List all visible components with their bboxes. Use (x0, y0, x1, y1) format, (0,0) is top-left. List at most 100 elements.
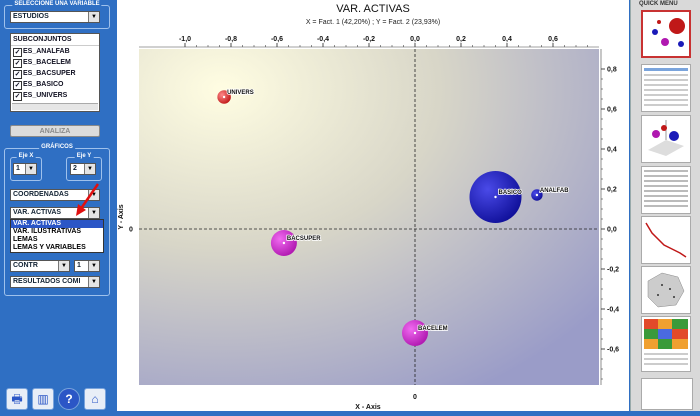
print-icon[interactable]: 🖶 (6, 388, 28, 410)
chevron-down-icon[interactable]: ▼ (25, 164, 36, 174)
thumbnail-heatmap-table[interactable] (641, 316, 691, 372)
thumbnail-report[interactable] (641, 378, 693, 410)
subsets-header: SUBCONJUNTOS (11, 34, 99, 46)
eje-x-label: Eje X (16, 153, 36, 159)
coordenadas-value: COORDENADAS (13, 191, 69, 198)
point-label-bacelem: BACELEM (418, 326, 448, 332)
chevron-down-icon[interactable]: ▼ (88, 277, 99, 287)
point-center-basico (494, 195, 497, 199)
variable-select[interactable]: ESTUDIOS ▼ (10, 11, 100, 23)
y-tick-label: -0,2 (607, 267, 619, 274)
x-axis-label: X - Axis (355, 404, 381, 411)
subset-item[interactable]: ✓ ES_BASICO (11, 79, 99, 90)
point-center-bacelem (413, 331, 417, 335)
chevron-down-icon[interactable]: ▼ (88, 190, 99, 200)
quick-menu-title: QUICK MENU (639, 1, 678, 7)
chart-title: VAR. ACTIVAS (336, 3, 410, 15)
point-label-univers: UNIVERS (227, 90, 254, 96)
chevron-down-icon[interactable]: ▼ (88, 12, 99, 22)
point-center-univers (222, 95, 226, 99)
graph-type-option[interactable]: LEMAS (13, 236, 38, 243)
subset-item[interactable]: ✓ ES_UNIVERS (11, 90, 99, 101)
x-tick-label: 0,4 (502, 36, 512, 43)
graph-type-option[interactable]: VAR. ILUSTRATIVAS (13, 228, 82, 235)
chevron-down-icon[interactable]: ▼ (58, 261, 69, 271)
thumbnail-3d-scatter[interactable] (641, 115, 691, 163)
checkbox-checked-icon[interactable]: ✓ (13, 92, 22, 101)
analiza-button[interactable]: ANALIZA (10, 125, 100, 137)
eje-x-group: Eje X (10, 153, 42, 181)
scatter-plot: VAR. ACTIVAS X = Fact. 1 (42,20%) ; Y = … (118, 3, 619, 411)
graph-type-value: VAR. ACTIVAS (13, 209, 62, 216)
contr-number-value: 1 (77, 262, 81, 269)
x-tick-label: -0,2 (363, 36, 375, 43)
subset-label: ES_BASICO (23, 81, 64, 88)
variable-group-title: SELECCIONE UNA VARIABLE (12, 1, 102, 7)
graph-type-option[interactable]: VAR. ACTIVAS (11, 220, 103, 228)
point-label-analfab: ANALFAB (540, 188, 569, 194)
quick-menu-panel: QUICK MENU (630, 0, 700, 411)
chart-area: VAR. ACTIVAS X = Fact. 1 (42,20%) ; Y = … (117, 0, 629, 411)
graph-type-option[interactable]: LEMAS Y VARIABLES (13, 244, 86, 251)
home-icon[interactable]: ⌂ (84, 388, 106, 410)
chevron-down-icon[interactable]: ▼ (84, 164, 95, 174)
checkbox-checked-icon[interactable]: ✓ (13, 81, 22, 90)
point-label-basico: BASICO (499, 190, 523, 196)
x-tick-label: -0,8 (225, 36, 237, 43)
subset-label: ES_ANALFAB (23, 48, 70, 55)
y-axis-label: Y - Axis (118, 204, 125, 229)
chevron-down-icon[interactable]: ▼ (88, 261, 99, 271)
x-tick-label: -0,4 (317, 36, 329, 43)
resultados-select[interactable]: RESULTADOS COMI ▼ (10, 276, 100, 288)
graph-type-dropdown-list[interactable]: VAR. ACTIVAS VAR. ILUSTRATIVAS LEMAS LEM… (10, 219, 104, 253)
chart-icon[interactable]: ▥ (32, 388, 54, 410)
y-tick-label: 0,2 (607, 187, 617, 194)
thumbnail-scree-plot[interactable] (641, 216, 691, 264)
x-origin-label: 0 (413, 394, 417, 401)
subset-label: ES_BACSUPER (23, 70, 76, 77)
eje-y-select[interactable]: 2 ▼ (70, 163, 96, 175)
x-tick-label: 0,0 (410, 36, 420, 43)
checkbox-checked-icon[interactable]: ✓ (13, 70, 22, 79)
contr-select[interactable]: CONTR ▼ (10, 260, 70, 272)
horizontal-scrollbar[interactable] (12, 103, 98, 110)
subset-item[interactable]: ✓ ES_BACELEM (11, 57, 99, 68)
subset-item[interactable]: ✓ ES_ANALFAB (11, 46, 99, 57)
pointer-arrow-icon (76, 183, 100, 216)
variable-select-value: ESTUDIOS (13, 13, 49, 20)
subset-label: ES_UNIVERS (23, 92, 68, 99)
coordenadas-select[interactable]: COORDENADAS ▼ (10, 189, 100, 201)
contr-value: CONTR (13, 262, 38, 269)
chevron-down-icon[interactable]: ▼ (88, 208, 99, 218)
y-tick-label: 0,8 (607, 67, 617, 74)
eje-y-group: Eje Y (66, 153, 102, 181)
resultados-value: RESULTADOS COMI (13, 278, 81, 285)
x-tick-label: -0,6 (271, 36, 283, 43)
eje-x-select[interactable]: 1 ▼ (13, 163, 37, 175)
thumbnail-data-table[interactable] (641, 64, 691, 112)
checkbox-checked-icon[interactable]: ✓ (13, 48, 22, 57)
eje-x-value: 1 (16, 165, 20, 172)
thumbnail-list-table[interactable] (641, 166, 691, 214)
graficos-group: GRÁFICOS (4, 144, 110, 296)
checkbox-checked-icon[interactable]: ✓ (13, 59, 22, 68)
y-tick-label: 0,0 (607, 227, 617, 234)
eje-y-label: Eje Y (74, 153, 94, 159)
contr-number-select[interactable]: 1 ▼ (74, 260, 100, 272)
x-tick-label: -1,0 (179, 36, 191, 43)
variable-group: SELECCIONE UNA VARIABLE (4, 1, 110, 29)
y-tick-label: 0,6 (607, 107, 617, 114)
graficos-title: GRÁFICOS (39, 144, 75, 150)
thumbnail-bubble-chart[interactable] (641, 10, 691, 58)
left-panel: SELECCIONE UNA VARIABLE ESTUDIOS ▼ SUBCO… (0, 0, 116, 411)
point-center-analfab (535, 193, 539, 197)
help-icon[interactable]: ? (58, 388, 80, 410)
y-tick-label: -0,4 (607, 307, 619, 314)
point-center-bacsuper (282, 241, 286, 245)
subset-label: ES_BACELEM (23, 59, 71, 66)
y-origin-label: 0 (129, 227, 133, 234)
plot-background (139, 49, 599, 385)
subset-item[interactable]: ✓ ES_BACSUPER (11, 68, 99, 79)
thumbnail-map[interactable] (641, 266, 691, 314)
subsets-list[interactable]: SUBCONJUNTOS ✓ ES_ANALFAB ✓ ES_BACELEM ✓ ES… (10, 33, 100, 112)
